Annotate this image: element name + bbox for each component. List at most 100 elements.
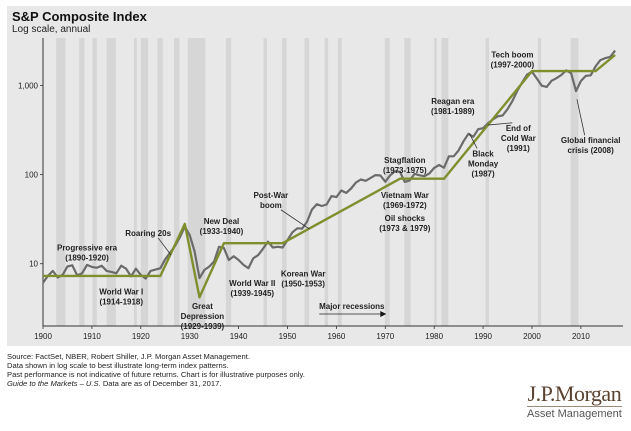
annotation-text: Oil shocks (385, 214, 426, 223)
annotation-text: (1987) (472, 169, 495, 178)
axis-ticks: 1900 1910 1920 1930 1940 1950 1960 1970 1980 1990… (18, 82, 590, 341)
footnote-log-scale: Data shown in log scale to best illustra… (7, 361, 229, 370)
recession-band (337, 38, 342, 326)
y-tick-label: 10 (29, 260, 38, 269)
axes (42, 38, 623, 327)
annotation-text: crisis (2008) (568, 146, 615, 155)
recession-band (441, 38, 449, 326)
series (42, 49, 616, 299)
x-tick-label: 1960 (327, 332, 345, 341)
y-tick-label: 100 (25, 171, 39, 180)
annotation-text: Monday (468, 159, 499, 168)
sp-index-line (42, 49, 616, 284)
annotations: Progressive era(1890-1920)World War I(19… (57, 51, 620, 331)
annotation-text: (1929-1939) (181, 322, 225, 331)
x-tick-label: 1980 (425, 332, 443, 341)
annotation-text: (1969-1972) (383, 201, 427, 210)
annotation-text: World War I (99, 288, 143, 297)
annotation-text: (1991) (507, 144, 530, 153)
annotation-text: Vietnam War (381, 191, 429, 200)
x-tick-label: 1990 (474, 332, 492, 341)
annotation-text: boom (260, 201, 282, 210)
recession-band (485, 38, 489, 326)
annotation-text: Global financial (561, 136, 621, 145)
x-tick-label: 1920 (132, 332, 150, 341)
annotation-leader-line (469, 133, 478, 149)
recession-band (157, 38, 163, 326)
annotation-text: (1933-1940) (200, 227, 244, 236)
sp-composite-chart: 1900 1910 1920 1930 1940 1950 1960 1970 1980 1990… (18, 38, 623, 341)
annotation-text: Black (472, 149, 494, 158)
footnote-date-text: Data are as of December 31, 2017. (100, 379, 222, 388)
recession-band (140, 38, 149, 326)
logo-wordmark: J.P.Morgan (527, 381, 622, 407)
annotation-progressive-era: Progressive era(1890-1920) (57, 244, 118, 263)
annotation-korean-war: Korean War(1950-1953) (281, 269, 326, 288)
annotation-text: (1973 & 1979) (379, 224, 430, 233)
annotation-roaring-20s: Roaring 20s (125, 229, 172, 256)
annotation-reagan-era: Reagan era(1981-1989) (431, 97, 475, 116)
annotation-text: (1939-1945) (230, 289, 274, 298)
annotation-text: Depression (181, 312, 225, 321)
x-tick-label: 1910 (83, 332, 101, 341)
legend-major-recessions: Major recessions (319, 302, 387, 317)
recession-band (92, 38, 97, 326)
annotation-text: Korean War (281, 269, 326, 278)
annotation-text: Stagflation (384, 156, 425, 165)
recession-band (56, 38, 66, 326)
recession-band (133, 38, 137, 326)
recession-band (263, 38, 267, 326)
recession-band (384, 38, 390, 326)
annotation-vietnam-war: Vietnam War(1969-1972) (381, 191, 429, 210)
annotation-leader-line (280, 209, 310, 230)
annotation-text: (1950-1953) (281, 279, 325, 288)
recession-band (79, 38, 85, 326)
recession-band (537, 38, 542, 326)
annotation-text: Cold War (501, 134, 536, 143)
chart-title: S&P Composite Index (12, 9, 147, 24)
arrow-right-icon (380, 311, 387, 317)
annotation-world-war-ii: World War II(1939-1945) (229, 279, 275, 298)
x-tick-label: 2010 (572, 332, 590, 341)
annotation-oil-shocks: Oil shocks(1973 & 1979) (379, 214, 430, 233)
annotation-text: (1997-2000) (491, 61, 535, 70)
annotation-tech-boom: Tech boom(1997-2000) (491, 51, 535, 70)
annotation-stagflation: Stagflation(1973-1975) (383, 156, 427, 175)
annotation-leader-line (487, 122, 513, 126)
annotation-leader-line (157, 237, 172, 256)
annotation-leader-line (576, 99, 586, 136)
recession-band (225, 38, 232, 326)
annotation-new-deal: New Deal(1933-1940) (200, 217, 244, 236)
recession-band (304, 38, 310, 326)
annotation-text: Tech boom (491, 51, 533, 60)
x-tick-label: 1950 (279, 332, 297, 341)
logo-subtitle: Asset Management (527, 408, 622, 420)
annotation-text: End of (506, 124, 531, 133)
x-tick-label: 1940 (230, 332, 248, 341)
y-tick-label: 1,000 (18, 82, 39, 91)
chart-subtitle: Log scale, annual (12, 24, 91, 35)
recession-bands (56, 38, 579, 326)
x-tick-label: 1970 (376, 332, 394, 341)
jpmorgan-logo: J.P.Morgan Asset Management (527, 383, 622, 421)
recession-band (282, 38, 287, 326)
x-tick-label: 1930 (181, 332, 199, 341)
annotation-text: Post-War (253, 191, 288, 200)
annotation-text: (1973-1975) (383, 166, 427, 175)
footnote-disclaimer: Past performance is not indicative of fu… (7, 370, 305, 379)
recession-band (187, 38, 206, 326)
annotation-text: New Deal (204, 217, 240, 226)
annotation-text: Progressive era (57, 244, 118, 253)
annotation-text: (1890-1920) (65, 254, 109, 263)
annotation-text: (1914-1918) (99, 298, 143, 307)
annotation-text: (1981-1989) (431, 107, 475, 116)
footnote-guide-title: Guide to the Markets – U.S. (7, 379, 101, 388)
recession-band (324, 38, 329, 326)
recession-band (434, 38, 437, 326)
annotation-text: World War II (229, 279, 275, 288)
footnote-date: Guide to the Markets – U.S. Data are as … (7, 379, 305, 388)
